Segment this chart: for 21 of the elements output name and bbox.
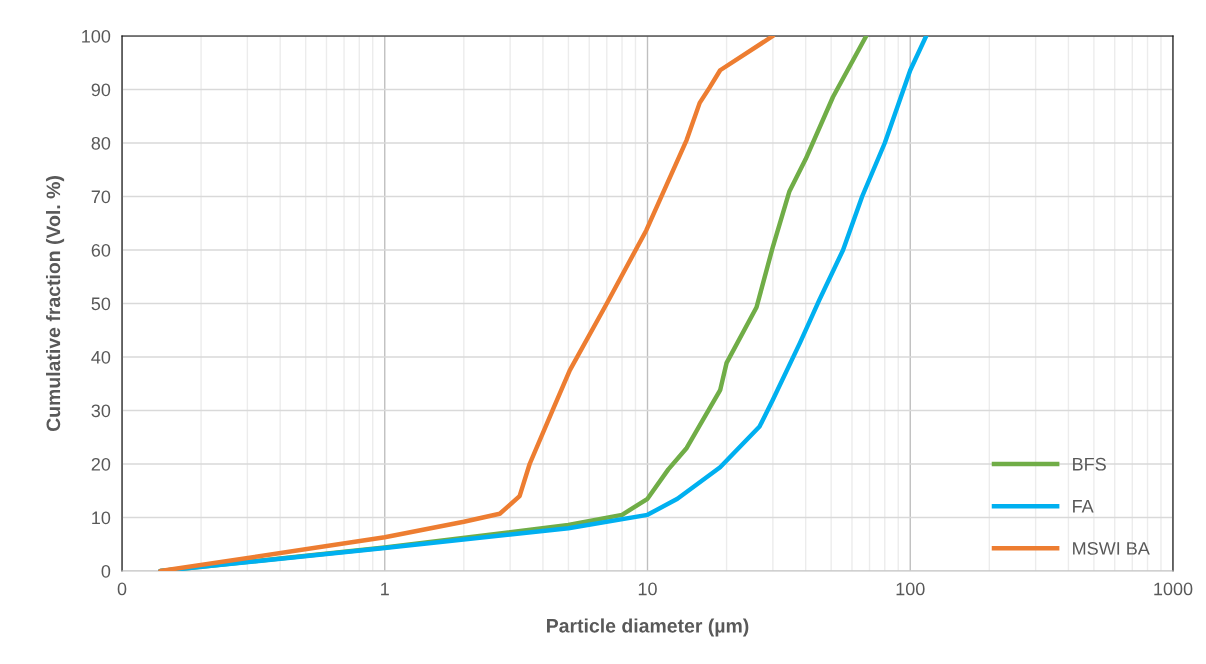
x-tick-label: 1 [381, 582, 389, 596]
y-tick-label: 50 [91, 297, 111, 311]
x-axis-title: Particle diameter (µm) [547, 618, 749, 637]
y-tick-label: 30 [91, 404, 111, 418]
y-tick-label: 10 [92, 511, 111, 525]
x-tick-label: 1000 [1154, 582, 1193, 596]
y-tick-label: 0 [101, 564, 111, 578]
y-tick-label: 40 [91, 350, 111, 364]
x-tick-label: 100 [896, 582, 925, 596]
legend-label: FA [1073, 500, 1094, 513]
y-tick-label: 100 [82, 29, 111, 43]
y-tick-label: 70 [91, 190, 111, 204]
x-tick-label: 10 [638, 582, 657, 596]
y-tick-label: 20 [91, 457, 111, 471]
y-tick-label: 60 [91, 243, 111, 257]
y-tick-label: 80 [91, 136, 111, 150]
legend-label: BFS [1073, 457, 1106, 471]
legend-label: MSWI BA [1073, 542, 1150, 555]
y-tick-label: 90 [91, 83, 111, 97]
x-tick-label: 0 [117, 582, 127, 596]
y-axis-title: Cumulative fraction (Vol. %) [45, 176, 65, 432]
